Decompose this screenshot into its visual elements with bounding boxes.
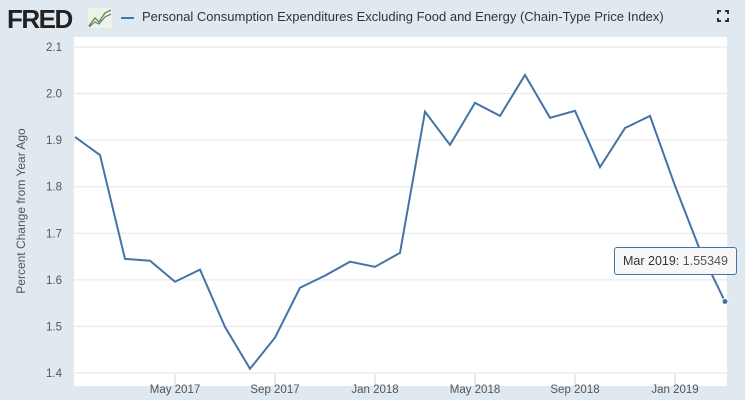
plot-area [74, 37, 727, 386]
logo-chart-icon [88, 8, 112, 28]
y-tick-label: 1.6 [46, 275, 62, 287]
y-axis-label: Percent Change from Year Ago [14, 128, 28, 294]
legend-series-title[interactable]: Personal Consumption Expenditures Exclud… [142, 9, 664, 24]
y-tick-label: 2.1 [46, 42, 62, 54]
y-tick-label: 2.0 [46, 89, 62, 101]
y-tick-label: 1.4 [46, 368, 63, 380]
y-tick-label: 1.8 [46, 182, 62, 194]
tooltip-value: 1.55349 [682, 254, 728, 268]
y-tick-label: 1.7 [46, 228, 62, 240]
y-tick-label: 1.5 [46, 321, 62, 333]
tooltip: Mar 2019: 1.55349 [614, 247, 737, 275]
chart-header: FRED Personal Consumption Expenditures E… [0, 0, 745, 36]
fred-logo[interactable]: FRED [7, 4, 73, 34]
x-tick-label: May 2018 [450, 384, 501, 396]
x-tick-label: Jan 2019 [651, 384, 698, 396]
y-tick-label: 1.9 [46, 135, 62, 147]
x-tick-label: May 2017 [150, 384, 201, 396]
legend-series-swatch [121, 17, 134, 19]
x-tick-label: Sep 2017 [250, 384, 299, 396]
hover-point [721, 298, 729, 306]
x-tick-label: Sep 2018 [550, 384, 599, 396]
fullscreen-icon[interactable] [716, 9, 730, 23]
x-tick-label: Jan 2018 [351, 384, 398, 396]
tooltip-label: Mar 2019: [623, 254, 680, 268]
series-line [74, 72, 726, 371]
